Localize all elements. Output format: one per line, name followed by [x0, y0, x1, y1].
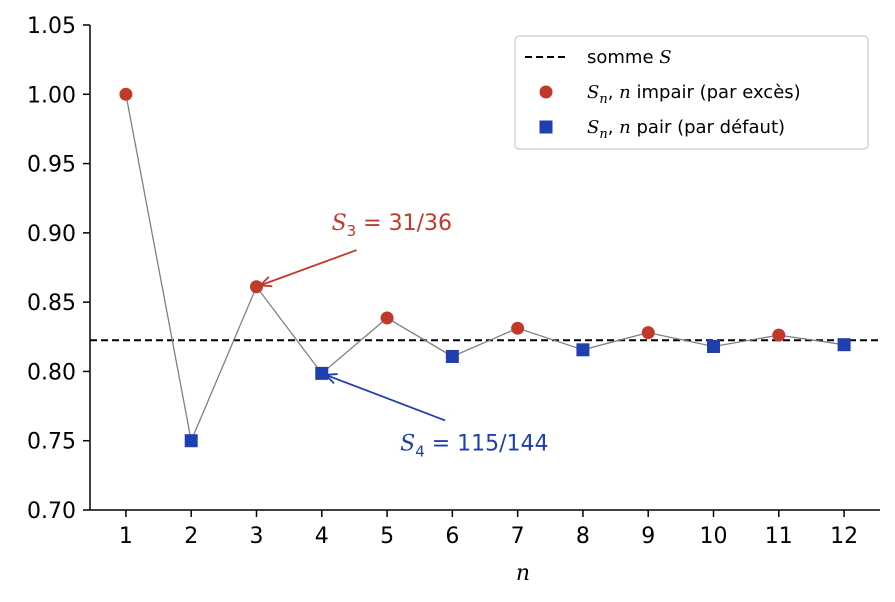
legend-text-part: , [608, 82, 619, 103]
point-even-n [184, 434, 198, 448]
legend-text-part: somme [587, 47, 659, 68]
legend-series-label: Sn, n pair (par défaut) [587, 117, 785, 142]
annotation-arrowhead [323, 373, 338, 385]
point-even-n [837, 338, 851, 352]
legend-text-part: pair (par défaut) [631, 117, 785, 138]
x-tick-label: 6 [445, 524, 459, 549]
legend-text-subscript: n [599, 92, 607, 107]
y-tick-label: 0.90 [27, 222, 76, 247]
annotation-arrow [259, 249, 357, 287]
legend-sum-label: somme S [587, 47, 672, 68]
legend-text-italic: n [619, 82, 631, 103]
point-odd-n [249, 280, 263, 294]
legend-odd-swatch [539, 85, 553, 99]
point-even-n [445, 349, 459, 363]
annotation-label: S3 = 31/36 [332, 211, 452, 240]
point-odd-n [772, 328, 786, 342]
annotation-value: = 115/144 [425, 431, 549, 456]
legend-text-part: impair (par excès) [631, 82, 801, 103]
annotation-arrow [325, 373, 446, 422]
legend-text-subscript: n [599, 127, 607, 142]
points-layer [119, 87, 851, 448]
x-tick-label: 12 [830, 524, 858, 549]
point-even-n [315, 366, 329, 380]
y-tick-label: 1.00 [27, 83, 76, 108]
annotation-symbol: S [400, 431, 415, 456]
annotation-subscript: 3 [347, 222, 357, 240]
legend-text-italic: S [587, 82, 599, 103]
connecting-line-layer [125, 94, 845, 443]
legend-even-swatch [539, 120, 553, 134]
annotation-arrowhead [258, 276, 273, 288]
legend-text-italic: n [619, 117, 631, 138]
point-even-n [576, 343, 590, 357]
x-tick-label: 5 [380, 524, 394, 549]
point-odd-n [380, 311, 394, 325]
x-tick-label: 9 [641, 524, 655, 549]
x-axis-label: n [516, 561, 530, 586]
point-even-n [707, 339, 721, 353]
connecting-line [125, 94, 845, 443]
y-tick-label: 0.85 [27, 291, 76, 316]
x-tick-label: 3 [249, 524, 263, 549]
legend-text-part: , [608, 117, 619, 138]
annotation-value: = 31/36 [356, 211, 452, 236]
annotation-symbol: S [332, 211, 347, 236]
annotation-subscript: 4 [415, 442, 425, 460]
x-tick-label: 1 [119, 524, 133, 549]
point-odd-n [511, 321, 525, 335]
y-tick-label: 0.70 [27, 499, 76, 524]
y-tick-label: 0.95 [27, 153, 76, 178]
legend-series-label: Sn, n impair (par excès) [587, 82, 801, 107]
legend-box [514, 35, 869, 150]
x-tick-label: 7 [511, 524, 525, 549]
x-tick-label: 2 [184, 524, 198, 549]
legend-text-italic: S [659, 47, 671, 68]
y-tick-label: 0.75 [27, 430, 76, 455]
x-tick-label: 4 [315, 524, 329, 549]
x-tick-label: 8 [576, 524, 590, 549]
legend: somme SSn, n impair (par excès)Sn, n pai… [514, 35, 869, 150]
point-odd-n [641, 326, 655, 340]
axes: 0.700.750.800.850.900.951.001.051 2 3 4 5 6 7 8… [27, 14, 880, 586]
y-tick-label: 1.05 [27, 14, 76, 39]
annotation-label: S4 = 115/144 [400, 431, 548, 460]
y-tick-label: 0.80 [27, 360, 76, 385]
point-odd-n [119, 87, 133, 101]
legend-text-italic: S [587, 117, 599, 138]
x-tick-label: 10 [700, 524, 728, 549]
x-tick-label: 11 [765, 524, 793, 549]
